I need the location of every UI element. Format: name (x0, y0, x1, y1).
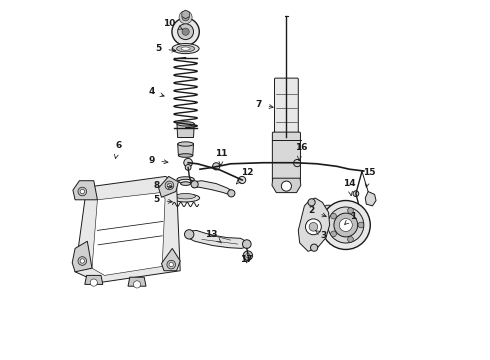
Polygon shape (298, 198, 330, 251)
Text: 3: 3 (316, 231, 327, 240)
Circle shape (172, 18, 199, 45)
Text: 1: 1 (344, 212, 356, 224)
Text: 17: 17 (241, 256, 253, 264)
Circle shape (78, 257, 87, 265)
Circle shape (321, 201, 370, 249)
Ellipse shape (172, 194, 199, 202)
Circle shape (165, 181, 174, 190)
Circle shape (311, 244, 318, 251)
Polygon shape (92, 193, 165, 275)
Text: 11: 11 (215, 149, 228, 166)
Text: 4: 4 (148, 87, 164, 97)
Text: 16: 16 (294, 143, 307, 160)
Text: 9: 9 (148, 156, 168, 165)
Ellipse shape (180, 182, 191, 185)
Polygon shape (159, 176, 178, 197)
Text: 12: 12 (236, 168, 253, 184)
Circle shape (228, 190, 235, 197)
Circle shape (334, 213, 358, 237)
Polygon shape (182, 10, 189, 19)
Polygon shape (85, 275, 103, 284)
Circle shape (184, 158, 193, 167)
Text: 14: 14 (343, 179, 356, 195)
Circle shape (133, 281, 141, 288)
Circle shape (182, 14, 189, 21)
Circle shape (243, 251, 252, 260)
Polygon shape (193, 181, 233, 195)
Text: 7: 7 (255, 100, 273, 109)
Circle shape (281, 181, 292, 191)
Circle shape (243, 240, 251, 248)
Polygon shape (72, 241, 92, 272)
Circle shape (185, 165, 191, 170)
Circle shape (308, 199, 315, 206)
Circle shape (167, 183, 171, 188)
Circle shape (169, 262, 173, 267)
FancyBboxPatch shape (272, 132, 300, 181)
Polygon shape (187, 230, 248, 248)
Circle shape (179, 11, 192, 24)
Circle shape (347, 208, 353, 213)
FancyBboxPatch shape (274, 78, 298, 138)
Ellipse shape (179, 179, 193, 184)
Circle shape (78, 187, 87, 196)
Circle shape (178, 24, 194, 40)
Polygon shape (73, 181, 98, 200)
Polygon shape (162, 248, 180, 271)
Text: 5: 5 (155, 44, 176, 53)
Circle shape (294, 159, 301, 167)
Circle shape (90, 279, 98, 286)
Circle shape (339, 219, 352, 231)
Polygon shape (75, 176, 180, 283)
Ellipse shape (176, 194, 196, 199)
Text: 2: 2 (309, 206, 326, 217)
Text: 13: 13 (204, 230, 221, 243)
Ellipse shape (172, 44, 199, 54)
Ellipse shape (177, 177, 194, 182)
Circle shape (305, 219, 321, 235)
Text: 10: 10 (163, 19, 183, 29)
Ellipse shape (176, 45, 195, 52)
Polygon shape (365, 192, 376, 206)
Circle shape (319, 205, 338, 223)
Circle shape (191, 181, 198, 188)
Circle shape (358, 222, 364, 228)
Circle shape (80, 189, 84, 194)
Circle shape (309, 222, 318, 231)
Polygon shape (128, 277, 146, 286)
Circle shape (245, 253, 250, 258)
Text: 6: 6 (114, 141, 122, 158)
Circle shape (331, 213, 337, 219)
Circle shape (323, 209, 334, 219)
Ellipse shape (177, 122, 194, 126)
Circle shape (331, 231, 337, 237)
Polygon shape (272, 178, 301, 193)
Circle shape (185, 230, 194, 239)
Circle shape (353, 191, 359, 197)
Ellipse shape (181, 47, 190, 50)
Text: 15: 15 (363, 168, 375, 187)
Text: 5: 5 (154, 195, 172, 204)
Polygon shape (177, 124, 194, 138)
Polygon shape (178, 144, 194, 156)
Circle shape (213, 163, 220, 170)
Circle shape (182, 28, 189, 35)
Circle shape (239, 176, 245, 184)
Circle shape (328, 207, 364, 243)
Circle shape (347, 237, 353, 242)
Text: 8: 8 (154, 181, 172, 190)
Circle shape (167, 260, 175, 269)
Ellipse shape (178, 142, 194, 146)
Ellipse shape (178, 154, 193, 157)
Circle shape (80, 259, 84, 263)
